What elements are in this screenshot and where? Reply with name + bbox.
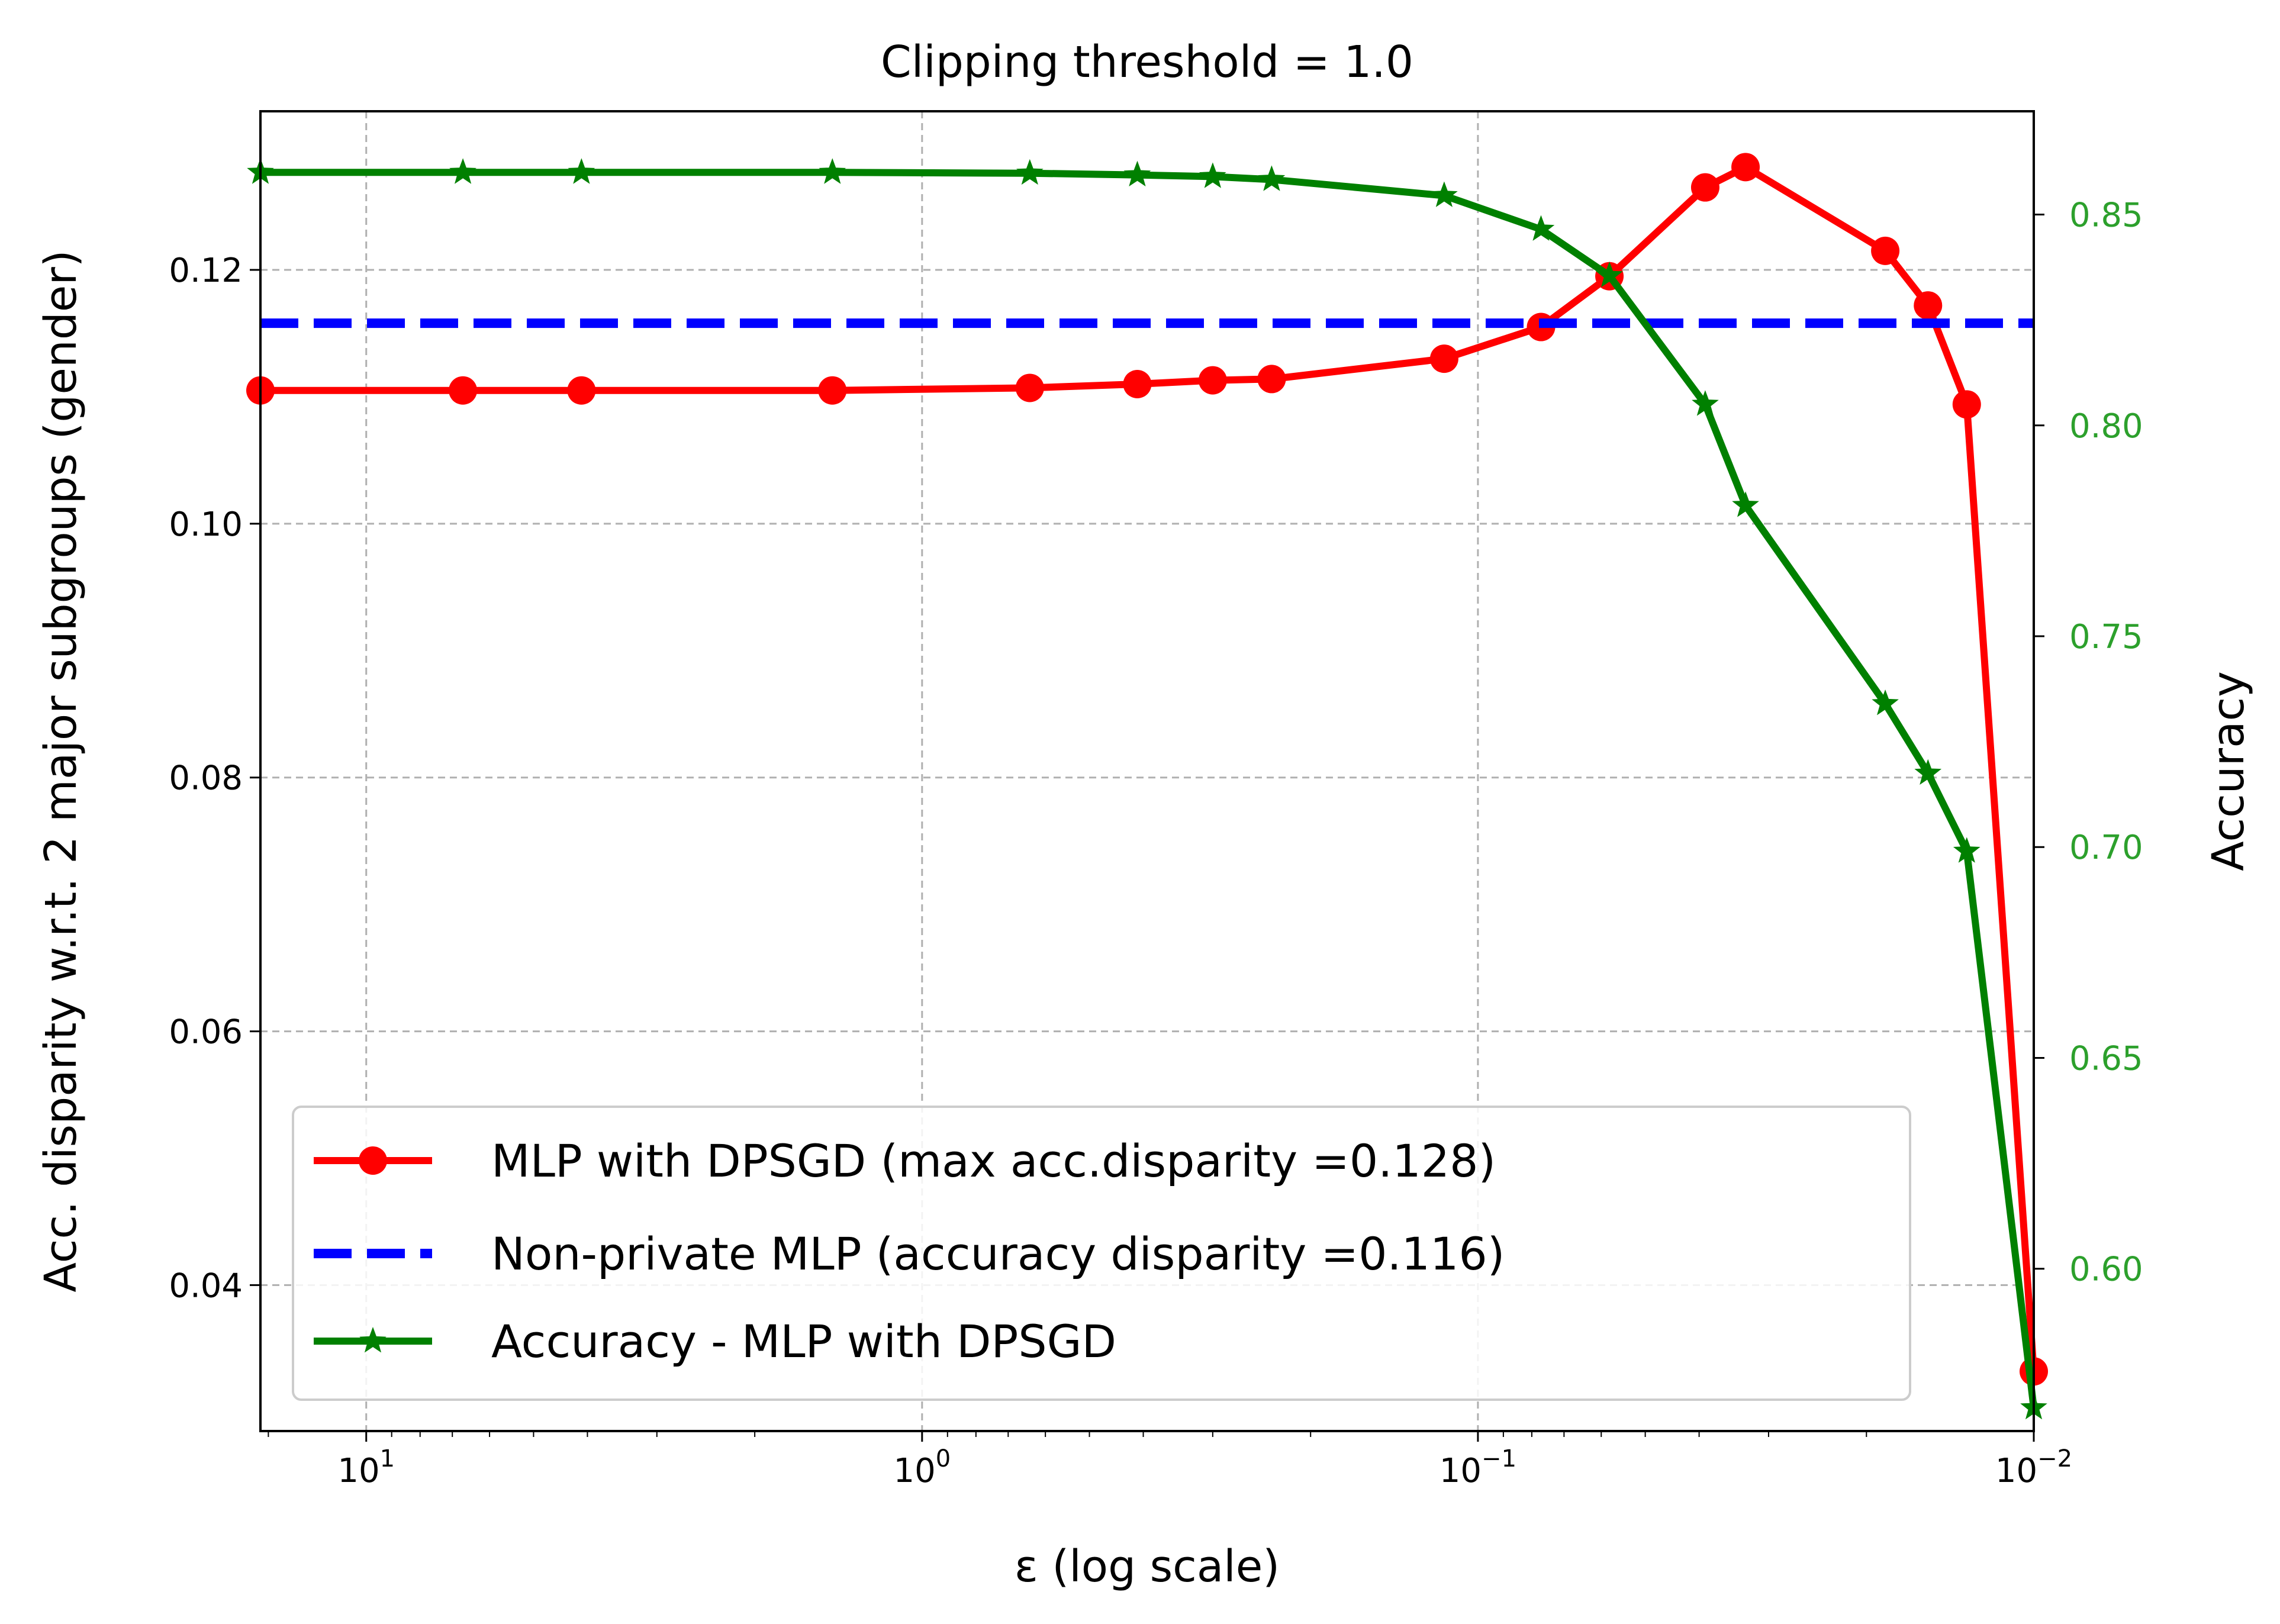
- legend-swatch-accuracy-marker: [359, 1327, 387, 1353]
- left-y-tick-label: 0.12: [169, 252, 243, 290]
- data-point-accuracy: [1953, 837, 1980, 863]
- data-point-accuracy: [1016, 159, 1044, 185]
- right-y-tick-label: 0.75: [2069, 618, 2143, 656]
- legend-label-nonprivate: Non-private MLP (accuracy disparity =0.1…: [491, 1227, 1505, 1280]
- data-point-disparity: [1871, 236, 1900, 265]
- data-point-accuracy: [1431, 181, 1458, 207]
- data-point-accuracy: [449, 158, 476, 184]
- left-y-tick-label: 0.06: [169, 1013, 243, 1052]
- x-tick-label: 100: [893, 1445, 951, 1490]
- chart-title: Clipping threshold = 1.0: [881, 37, 1413, 88]
- data-point-accuracy: [1123, 160, 1151, 186]
- data-point-disparity: [1123, 370, 1152, 399]
- x-tick-label: 10−1: [1440, 1445, 1516, 1490]
- data-point-disparity: [449, 376, 478, 405]
- legend: MLP with DPSGD (max acc.disparity =0.128…: [292, 1106, 1911, 1401]
- ticks: 101 100 10−1 10−2 0.04 0.06 0.08 0.10 0.12 0.60 0.…: [169, 196, 2143, 1490]
- data-point-accuracy: [1872, 689, 1899, 716]
- x-axis-title: ε (log scale): [1015, 1541, 1280, 1592]
- right-y-tick-label: 0.60: [2069, 1251, 2143, 1289]
- data-point-accuracy: [1199, 162, 1226, 188]
- data-point-accuracy: [1692, 390, 1719, 416]
- left-y-axis-title: Acc. disparity w.r.t. 2 major subgroups …: [36, 250, 86, 1292]
- left-y-tick-label: 0.10: [169, 505, 243, 544]
- right-y-tick-label: 0.65: [2069, 1039, 2143, 1078]
- legend-label-accuracy: Accuracy - MLP with DPSGD: [491, 1315, 1116, 1368]
- data-point-disparity: [1015, 373, 1044, 402]
- data-point-accuracy: [568, 158, 595, 184]
- data-point-disparity: [1198, 366, 1227, 395]
- x-tick-label: 10−2: [1995, 1445, 2072, 1490]
- data-point-disparity: [1690, 173, 1719, 202]
- data-point-accuracy: [1914, 759, 1942, 785]
- right-y-axis-title: Accuracy: [2203, 671, 2254, 871]
- data-point-disparity: [1952, 390, 1981, 419]
- data-point-accuracy: [1732, 491, 1759, 517]
- right-y-tick-label: 0.70: [2069, 829, 2143, 867]
- legend-box: [292, 1106, 1911, 1401]
- legend-label-dpsgd: MLP with DPSGD (max acc.disparity =0.128…: [491, 1135, 1496, 1187]
- data-point-disparity: [1731, 153, 1760, 182]
- data-point-disparity: [818, 376, 847, 405]
- x-tick-label: 101: [337, 1445, 395, 1490]
- data-point-disparity: [1257, 365, 1286, 394]
- right-y-tick-label: 0.85: [2069, 196, 2143, 235]
- legend-swatch-dpsgd-marker: [359, 1146, 387, 1175]
- data-point-disparity: [1429, 344, 1458, 373]
- left-y-tick-label: 0.04: [169, 1267, 243, 1305]
- data-point-accuracy: [1596, 261, 1623, 288]
- data-point-disparity: [1914, 291, 1943, 320]
- data-point-accuracy: [1527, 215, 1555, 241]
- left-y-tick-label: 0.08: [169, 759, 243, 798]
- data-point-disparity: [567, 376, 596, 405]
- right-y-tick-label: 0.80: [2069, 407, 2143, 446]
- data-point-accuracy: [819, 158, 846, 184]
- data-point-accuracy: [1258, 165, 1286, 191]
- plot-frame: [259, 110, 2035, 1432]
